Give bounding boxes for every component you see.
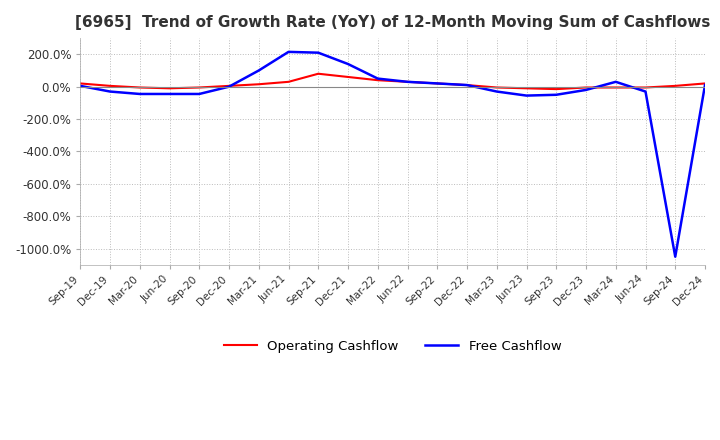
Operating Cashflow — [76, 81, 84, 86]
Operating Cashflow — [343, 74, 352, 80]
Free Cashflow — [254, 68, 263, 73]
Free Cashflow — [611, 79, 620, 84]
Free Cashflow — [284, 49, 293, 55]
Operating Cashflow — [582, 85, 590, 90]
Free Cashflow — [135, 92, 144, 97]
Operating Cashflow — [165, 86, 174, 91]
Operating Cashflow — [106, 83, 114, 88]
Title: [6965]  Trend of Growth Rate (YoY) of 12-Month Moving Sum of Cashflows: [6965] Trend of Growth Rate (YoY) of 12-… — [75, 15, 711, 30]
Free Cashflow — [522, 93, 531, 98]
Operating Cashflow — [374, 77, 382, 83]
Free Cashflow — [701, 82, 709, 88]
Free Cashflow — [195, 92, 204, 97]
Free Cashflow — [463, 82, 472, 88]
Free Cashflow — [403, 79, 412, 84]
Operating Cashflow — [225, 83, 233, 88]
Operating Cashflow — [463, 82, 472, 88]
Operating Cashflow — [195, 85, 204, 90]
Operating Cashflow — [492, 85, 501, 90]
Operating Cashflow — [701, 81, 709, 86]
Free Cashflow — [106, 89, 114, 94]
Free Cashflow — [582, 87, 590, 92]
Free Cashflow — [314, 50, 323, 55]
Line: Operating Cashflow: Operating Cashflow — [80, 74, 705, 89]
Free Cashflow — [552, 92, 561, 97]
Operating Cashflow — [642, 85, 650, 90]
Free Cashflow — [225, 84, 233, 89]
Free Cashflow — [642, 89, 650, 94]
Operating Cashflow — [135, 85, 144, 90]
Free Cashflow — [165, 92, 174, 97]
Legend: Operating Cashflow, Free Cashflow: Operating Cashflow, Free Cashflow — [219, 335, 567, 359]
Operating Cashflow — [522, 86, 531, 91]
Free Cashflow — [492, 89, 501, 94]
Operating Cashflow — [433, 81, 441, 86]
Operating Cashflow — [254, 81, 263, 87]
Free Cashflow — [433, 81, 441, 86]
Free Cashflow — [671, 254, 680, 259]
Operating Cashflow — [552, 87, 561, 92]
Operating Cashflow — [314, 71, 323, 77]
Operating Cashflow — [671, 83, 680, 88]
Free Cashflow — [76, 83, 84, 88]
Line: Free Cashflow: Free Cashflow — [80, 52, 705, 257]
Operating Cashflow — [403, 79, 412, 84]
Free Cashflow — [374, 76, 382, 81]
Operating Cashflow — [611, 85, 620, 90]
Free Cashflow — [343, 61, 352, 66]
Operating Cashflow — [284, 79, 293, 84]
